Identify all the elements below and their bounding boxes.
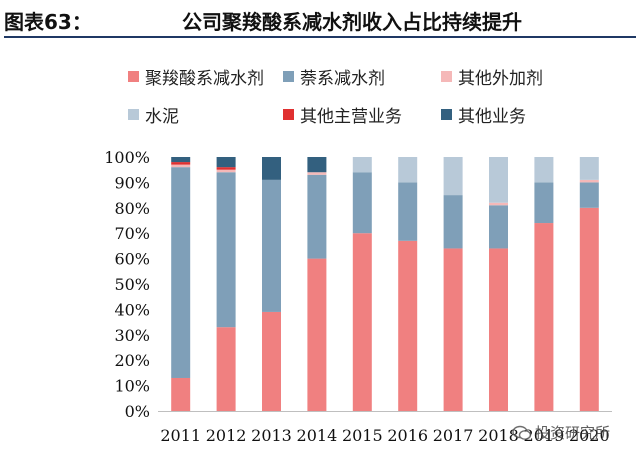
x-tick-label: 2016 xyxy=(387,426,428,445)
legend-label: 萘系减水剂 xyxy=(300,68,385,89)
legend-item-other-admixture: 其他外加剂 xyxy=(441,64,543,89)
bar-segment xyxy=(216,169,236,173)
figure-label: 图表63： xyxy=(4,10,92,34)
y-tick-label: 50% xyxy=(114,275,150,294)
bar-segment xyxy=(579,179,599,183)
bar-segment xyxy=(216,167,236,170)
legend-label: 其他主营业务 xyxy=(300,106,402,127)
bar-segment xyxy=(534,157,554,183)
legend-item-pce: 聚羧酸系减水剂 xyxy=(128,64,264,89)
bar-segment xyxy=(443,248,463,411)
legend-item-other-main-business: 其他主营业务 xyxy=(283,102,402,127)
y-tick-label: 20% xyxy=(114,351,150,370)
x-tick-label: 2017 xyxy=(433,426,474,445)
chart-legend: 聚羧酸系减水剂 萘系减水剂 其他外加剂 水泥 其他主营业务 其他业务 xyxy=(0,0,640,140)
bar-segment xyxy=(262,311,281,411)
bar-segment xyxy=(489,202,508,206)
x-tick-label: 2013 xyxy=(251,426,292,445)
bar-segment xyxy=(171,157,191,163)
y-tick-label: 60% xyxy=(114,250,150,269)
watermark: 投资研究所 xyxy=(512,422,610,443)
bar-segment xyxy=(398,182,418,241)
bar-segment xyxy=(352,157,372,173)
y-tick-label: 100% xyxy=(104,148,150,167)
y-tick-label: 0% xyxy=(125,402,150,421)
x-tick-label: 2018 xyxy=(478,426,519,445)
bar-segment xyxy=(307,174,327,259)
y-tick-label: 70% xyxy=(114,224,150,243)
legend-swatch xyxy=(441,108,452,120)
bar-segment xyxy=(579,207,599,411)
bar-segment xyxy=(534,182,554,224)
figure-header: 图表63： 公司聚羧酸系减水剂收入占比持续提升 xyxy=(0,0,640,38)
legend-swatch xyxy=(283,70,294,82)
bar-segment xyxy=(307,172,327,175)
bar-segment xyxy=(171,162,191,165)
legend-label: 其他外加剂 xyxy=(458,68,543,89)
y-tick-label: 30% xyxy=(114,326,150,345)
x-tick-label: 2012 xyxy=(206,426,247,445)
legend-swatch xyxy=(283,108,294,120)
legend-label: 聚羧酸系减水剂 xyxy=(145,68,264,89)
x-tick-label: 2020 xyxy=(569,426,610,445)
bar-segment xyxy=(534,223,554,411)
x-tick-label: 2015 xyxy=(342,426,383,445)
bar-segment xyxy=(352,233,372,411)
y-tick-label: 40% xyxy=(114,300,150,319)
bar-segment xyxy=(398,240,418,411)
legend-swatch xyxy=(441,70,452,82)
legend-swatch xyxy=(128,70,139,82)
wechat-icon xyxy=(512,425,532,440)
bar-segment xyxy=(307,258,327,411)
legend-label: 其他业务 xyxy=(458,106,526,127)
bar-segment xyxy=(262,157,281,180)
legend-item-naphthalene: 萘系减水剂 xyxy=(283,64,385,89)
bar-segment xyxy=(171,164,191,168)
y-tick-label: 80% xyxy=(114,199,150,218)
x-tick-label: 2019 xyxy=(524,426,565,445)
bar-segment xyxy=(579,157,599,180)
y-tick-label: 90% xyxy=(114,173,150,192)
bar-segment xyxy=(579,182,599,208)
bar-segment xyxy=(171,167,191,378)
title-divider xyxy=(4,36,636,38)
watermark-text: 投资研究所 xyxy=(535,424,611,442)
bar-segment xyxy=(171,377,191,411)
bar-segment xyxy=(398,157,418,183)
y-tick-label: 10% xyxy=(114,377,150,396)
bar-segment xyxy=(262,179,281,312)
bar-segment xyxy=(216,172,236,328)
bar-segment xyxy=(443,195,463,249)
figure-title: 公司聚羧酸系减水剂收入占比持续提升 xyxy=(182,10,522,34)
bar-segment xyxy=(216,157,236,168)
legend-swatch xyxy=(128,108,139,120)
bar-segment xyxy=(489,248,508,411)
bar-segment xyxy=(489,205,508,249)
x-tick-label: 2014 xyxy=(297,426,338,445)
bar-segment xyxy=(307,157,327,173)
legend-label: 水泥 xyxy=(145,106,179,127)
bar-segment xyxy=(352,172,372,234)
bar-segment xyxy=(489,157,508,203)
legend-item-other-business: 其他业务 xyxy=(441,102,526,127)
legend-item-cement: 水泥 xyxy=(128,102,179,127)
x-tick-label: 2011 xyxy=(160,426,201,445)
bar-segment xyxy=(216,327,236,411)
bar-segment xyxy=(443,157,463,196)
